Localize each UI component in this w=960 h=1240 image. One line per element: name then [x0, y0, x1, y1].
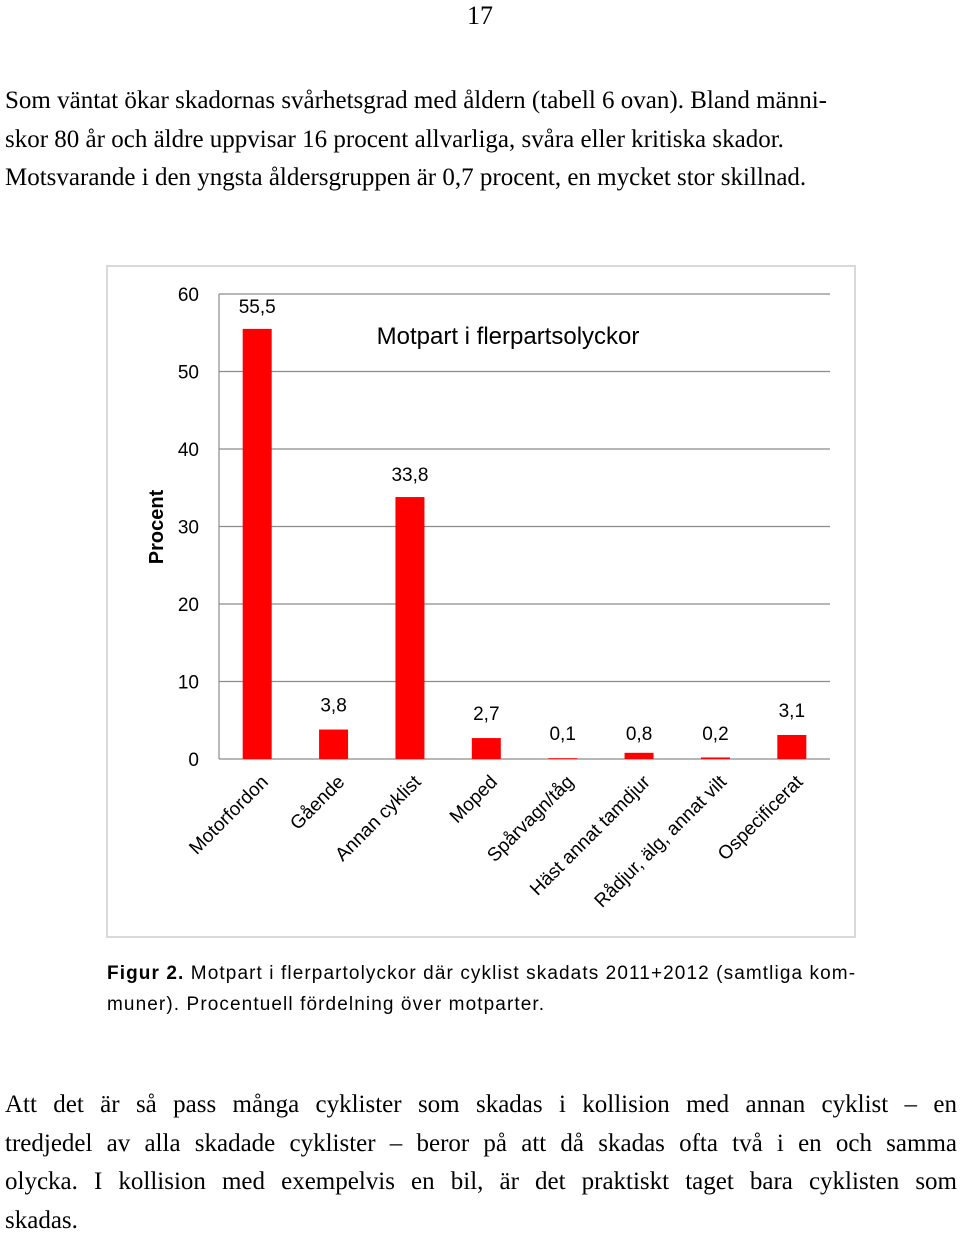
y-axis: 0 10 20 30 40 50 60 — [178, 285, 219, 771]
data-label: 3,1 — [779, 701, 805, 722]
bar — [395, 497, 424, 759]
data-label: 33,8 — [391, 465, 428, 486]
intro-paragraph: Som väntat ökar skadornas svårhetsgrad m… — [5, 82, 957, 198]
y-tick-label: 10 — [178, 673, 199, 694]
figure-caption: Figur 2. Motpart i flerpartolyckor där c… — [107, 958, 957, 1020]
paragraph-line: Motsvarande i den yngsta åldersgruppen ä… — [5, 159, 957, 198]
paragraph-line: Att det är så pass många cyklister som s… — [5, 1086, 957, 1125]
figure-label: Figur 2. — [107, 963, 184, 984]
chart-title: Motpart i flerpartsolyckor — [377, 323, 640, 350]
category-label: Moped — [446, 772, 502, 828]
y-tick-label: 30 — [178, 518, 199, 539]
data-label: 0,2 — [702, 724, 728, 745]
bar — [777, 735, 806, 759]
y-tick-label: 50 — [178, 363, 199, 384]
data-labels: 55,5 3,8 33,8 2,7 0,1 0,8 0,2 3,1 — [239, 297, 805, 745]
caption-line: muner). Procentuell fördelning över motp… — [107, 989, 957, 1020]
data-label: 0,8 — [626, 724, 652, 745]
data-label: 3,8 — [320, 696, 346, 717]
y-tick-label: 0 — [188, 750, 199, 771]
y-tick-label: 20 — [178, 595, 199, 616]
paragraph-line: Som väntat ökar skadornas svårhetsgrad m… — [5, 82, 957, 121]
y-axis-title: Procent — [146, 489, 168, 564]
gridlines — [219, 294, 830, 759]
bar-chart: 0 10 20 30 40 50 60 55,5 3,8 33,8 2,7 0,1 0,8 0,2 3,1… — [108, 267, 858, 940]
paragraph-line: olycka. I kollision med exempelvis en bi… — [5, 1163, 957, 1202]
bar — [625, 753, 654, 759]
category-label: Rådjur, älg, annat vilt — [591, 771, 732, 912]
bar — [701, 757, 730, 759]
y-tick-label: 60 — [178, 285, 199, 306]
y-tick-label: 40 — [178, 440, 199, 461]
paragraph-line: tredjedel av alla skadade cyklister – be… — [5, 1125, 957, 1164]
paragraph-line: skor 80 år och äldre uppvisar 16 procent… — [5, 121, 957, 160]
bar — [319, 730, 348, 759]
data-label: 0,1 — [549, 724, 575, 745]
category-label: Gående — [286, 772, 349, 835]
caption-text: Motpart i flerpartolyckor där cyklist sk… — [184, 963, 856, 984]
bars — [243, 329, 807, 759]
chart-frame: 0 10 20 30 40 50 60 55,5 3,8 33,8 2,7 0,1 0,8 0,2 3,1… — [106, 265, 856, 938]
category-label: Motorfordon — [185, 772, 272, 859]
page-number: 17 — [440, 0, 520, 32]
caption-line: Figur 2. Motpart i flerpartolyckor där c… — [107, 958, 957, 989]
data-label: 55,5 — [239, 297, 276, 318]
bar — [472, 738, 501, 759]
paragraph-line: skadas. — [5, 1202, 957, 1240]
data-label: 2,7 — [473, 704, 499, 725]
body-paragraph: Att det är så pass många cyklister som s… — [5, 1086, 957, 1240]
bar — [243, 329, 272, 759]
bar — [548, 758, 577, 759]
